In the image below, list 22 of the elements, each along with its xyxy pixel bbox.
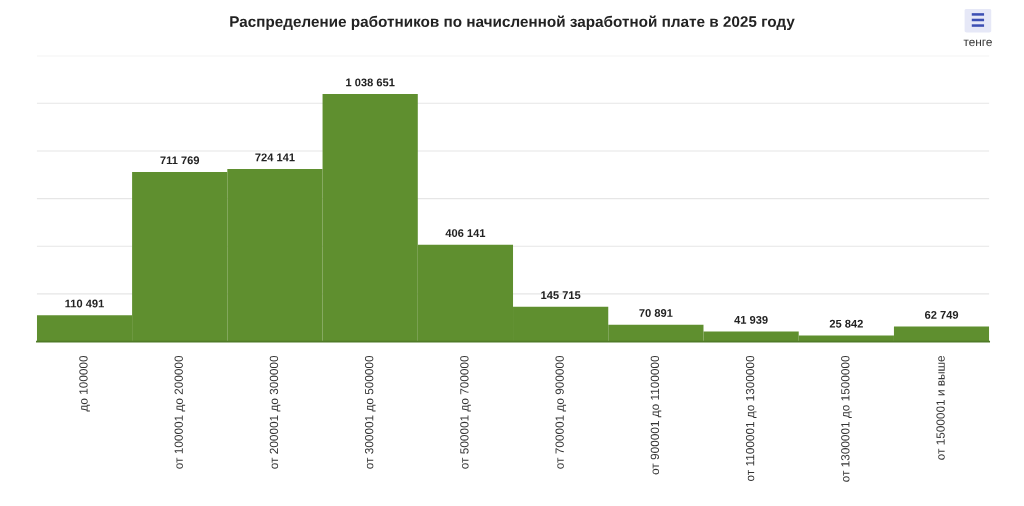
x-tick-label: от 200001 до 300000: [269, 355, 281, 469]
data-label: 145 715: [541, 291, 581, 300]
x-tick-label: до 100000: [79, 355, 90, 412]
x-tick-label: от 1100001 до 1300000: [745, 355, 757, 481]
data-label: 62 749: [924, 310, 959, 319]
data-label: 25 842: [829, 319, 863, 328]
data-label: 724 141: [255, 153, 295, 162]
data-label: 1 038 651: [346, 78, 395, 87]
text: тенге: [963, 39, 992, 47]
x-tick-label: от 1300001 до 1500000: [841, 355, 852, 482]
data-label: 70 891: [639, 309, 673, 317]
x-tick-label: от 700001 до 900000: [555, 355, 567, 469]
x-tick-label: от 500001 до 700000: [460, 355, 471, 469]
x-tick-label: от 300001 до 500000: [364, 355, 376, 469]
data-label: 711 769: [160, 156, 200, 165]
x-tick-label: от 1500001 и выше: [936, 355, 945, 460]
x-tick-label: от 100001 до 200000: [174, 355, 186, 469]
chart-title: Распределение работников по начисленной заработной плате в 2025 году: [230, 15, 795, 31]
data-label: 110 491: [65, 299, 104, 308]
data-label: 406 141: [445, 229, 486, 238]
x-tick-label: от 900001 до 1100000: [650, 355, 662, 475]
data-label: 41 939: [734, 315, 768, 324]
